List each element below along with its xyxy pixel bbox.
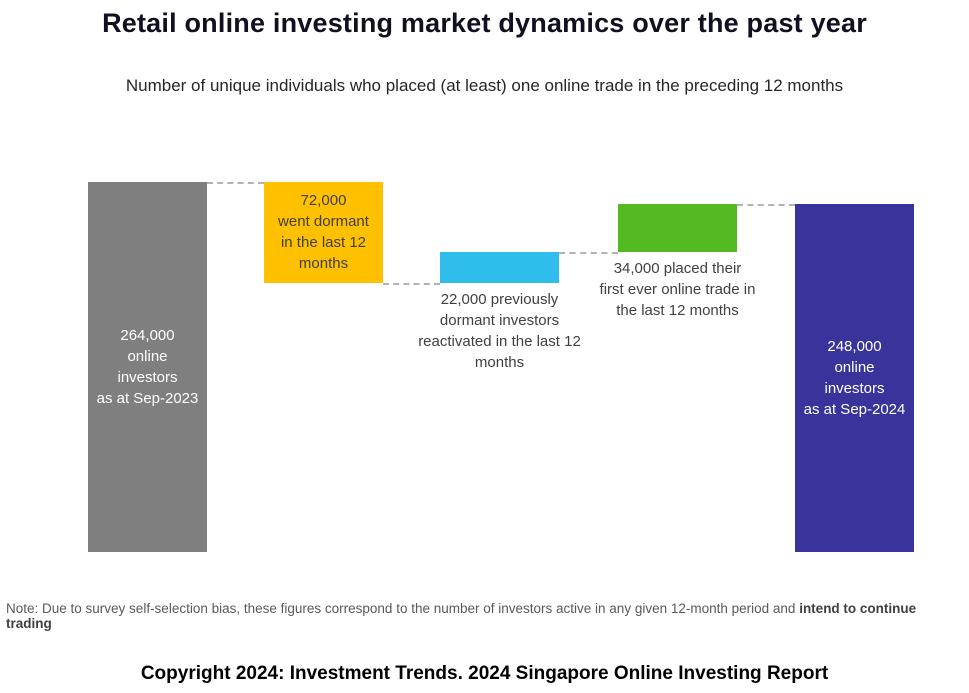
chart-subtitle: Number of unique individuals who placed …: [125, 76, 844, 95]
bar-online-investors-sep-2023: 264,000 online investors as at Sep-2023: [88, 182, 207, 552]
bar-online-investors-sep-2023-label: 264,000 online investors as at Sep-2023: [96, 327, 199, 407]
waterfall-connector-2: [383, 282, 440, 285]
chart-title: Retail online investing market dynamics …: [102, 8, 867, 38]
bar-online-investors-sep-2024: 248,000 online investors as at Sep-2024: [795, 204, 914, 552]
bar-online-investors-sep-2024-label: 248,000 online investors as at Sep-2024: [803, 338, 906, 419]
waterfall-connector-3: [559, 252, 618, 255]
bar-went-dormant: 72,000 went dormant in the last 12 month…: [264, 182, 383, 283]
footnote-text: Note: Due to survey self-selection bias,…: [6, 601, 800, 616]
bar-went-dormant-label: 72,000 went dormant in the last 12 month…: [278, 192, 369, 273]
bar-reactivated-investors-label: 22,000 previously dormant investors reac…: [418, 290, 581, 371]
copyright-footer: Copyright 2024: Investment Trends. 2024 …: [140, 663, 829, 684]
footnote: Note: Due to survey self-selection bias,…: [6, 601, 963, 631]
bar-reactivated-investors: [440, 252, 559, 283]
bar-first-ever-trade-label: 34,000 placed their first ever online tr…: [599, 260, 756, 320]
bar-first-ever-trade: [618, 204, 737, 253]
footnote-bold-text: intend to continue trading: [6, 601, 917, 631]
waterfall-connector-4: [737, 204, 795, 207]
waterfall-connector-1: [207, 182, 264, 184]
